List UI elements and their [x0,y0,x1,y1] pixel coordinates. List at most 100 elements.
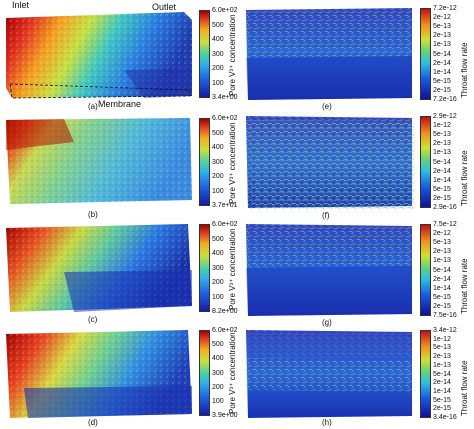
left-colorbar-3-tick-6: 3.9e+00 [212,412,238,419]
membrane-label: Membrane [98,99,142,109]
panel-label-g: (g) [322,318,332,327]
left-colorbar-3-tick-5: 100 [212,397,224,405]
right-colorbar-0-tick-5: 5e-14 [433,50,451,58]
concentration-plot-b [6,118,192,204]
right-colorbar-1-tick-5: 5e-14 [433,158,451,166]
right-colorbar-0-tick-2: 5e-13 [433,23,451,31]
right-colorbar-3-tick-9: 2e-15 [433,405,451,413]
left-colorbar-1-tick-0: 6.0e+02 [212,115,238,122]
right-colorbar-3-tick-3: 2e-13 [433,353,451,361]
left-colorbar-2-tick-5: 100 [212,293,224,301]
concentration-plot-c [6,224,192,312]
right-colorbar-3-tick-5: 5e-14 [433,370,451,378]
right-colorbar-1-tick-10: 2.9e-16 [433,204,457,211]
left-colorbar-0 [199,10,210,98]
flow-plot-g [246,224,412,316]
flow-plot-f [246,116,414,209]
left-colorbar-0-tick-0: 6.0e+02 [212,7,238,14]
left-colorbar-1-tick-2: 400 [212,144,224,151]
flow-plot-h [246,330,412,418]
left-colorbar-3-title: Pore V³⁺ concentration [228,332,237,414]
right-colorbar-1-tick-2: 5e-13 [433,131,451,139]
left-colorbar-1-tick-3: 300 [212,158,224,166]
right-colorbar-2-tick-8: 5e-15 [433,293,451,301]
left-colorbar-2-tick-1: 500 [212,235,224,243]
left-colorbar-0-tick-4: 200 [212,65,224,72]
concentration-plot-d [6,330,192,418]
right-colorbar-1-tick-1: 1e-12 [433,122,451,130]
right-colorbar-2-title: Throat flow rate [460,258,469,314]
panel-label-e: (e) [322,102,332,111]
left-colorbar-2-tick-2: 400 [212,250,224,257]
right-colorbar-1-tick-9: 2e-15 [433,194,451,202]
panel-label-f: (f) [322,211,330,220]
right-colorbar-3-tick-10: 3.4e-16 [433,414,457,421]
left-colorbar-0-tick-5: 100 [212,79,224,87]
right-colorbar-1 [420,116,431,208]
right-colorbar-1-tick-7: 1e-14 [433,176,451,184]
flow-plot-e [246,8,412,100]
right-colorbar-2-tick-4: 1e-13 [433,257,451,265]
right-colorbar-3-tick-0: 3.4e-12 [433,327,457,334]
left-colorbar-1-tick-5: 100 [212,187,224,195]
right-colorbar-2-tick-10: 7.5e-16 [433,312,457,319]
right-colorbar-2-tick-0: 7.5e-12 [433,221,457,228]
right-colorbar-3-tick-8: 5e-15 [433,396,451,404]
right-colorbar-3 [420,330,431,418]
right-colorbar-0-tick-0: 7.2e-12 [433,5,457,12]
panel-label-d: (d) [88,418,98,427]
right-colorbar-3-tick-6: 2e-14 [433,379,451,387]
right-colorbar-2-tick-1: 2e-12 [433,230,451,238]
left-colorbar-2-tick-0: 6.0e+02 [212,221,238,228]
left-colorbar-3-tick-0: 6.0e+02 [212,327,238,334]
outlet-label: Outlet [152,2,177,12]
right-colorbar-1-tick-3: 2e-13 [433,140,451,148]
right-colorbar-0-tick-8: 5e-15 [433,77,451,85]
inlet-label: Inlet [12,0,30,10]
left-colorbar-1-tick-4: 200 [212,173,224,180]
right-colorbar-3-tick-4: 1e-13 [433,361,451,369]
right-colorbar-2-tick-5: 5e-14 [433,266,451,274]
right-colorbar-2 [420,224,431,316]
right-colorbar-0 [420,8,431,100]
left-colorbar-2-tick-6: 8.2e+00 [212,308,238,315]
left-colorbar-3-tick-2: 400 [212,355,224,363]
panel-label-h: (h) [322,418,332,427]
right-colorbar-2-tick-9: 2e-15 [433,302,451,310]
left-colorbar-0-tick-3: 300 [212,50,224,58]
right-colorbar-3-tick-7: 1e-14 [433,387,451,395]
right-colorbar-1-tick-0: 2.9e-12 [433,113,457,120]
left-colorbar-2 [199,224,210,312]
left-colorbar-0-title: Pore V³⁺ concentration [228,14,237,96]
concentration-plot-a [6,12,192,99]
right-colorbar-1-tick-8: 5e-15 [433,185,451,193]
right-colorbar-1-tick-6: 2e-14 [433,167,451,175]
panel-label-a: (a) [88,102,98,111]
left-colorbar-0-tick-2: 400 [212,36,224,43]
left-colorbar-1-title: Pore V³⁺ concentration [228,122,237,204]
right-colorbar-2-tick-7: 1e-14 [433,284,451,292]
right-colorbar-0-tick-6: 2e-14 [433,59,451,67]
panel-label-c: (c) [88,315,98,324]
right-colorbar-0-title: Throat flow rate [460,42,469,98]
left-colorbar-3-tick-3: 300 [212,369,224,377]
right-colorbar-2-tick-6: 2e-14 [433,275,451,283]
right-colorbar-3-tick-1: 1e-12 [433,335,451,343]
right-colorbar-1-tick-4: 1e-13 [433,149,451,157]
right-colorbar-0-tick-1: 2e-12 [433,14,451,22]
right-colorbar-3-title: Throat flow rate [460,360,469,416]
left-colorbar-1-tick-1: 500 [212,129,224,137]
left-colorbar-3-tick-4: 200 [212,383,224,391]
left-colorbar-2-tick-3: 300 [212,264,224,272]
left-colorbar-0-tick-1: 500 [212,21,224,29]
left-colorbar-2-tick-4: 200 [212,279,224,286]
right-colorbar-0-tick-9: 2e-15 [433,86,451,94]
right-colorbar-0-tick-4: 1e-13 [433,41,451,49]
right-colorbar-0-tick-7: 1e-14 [433,68,451,76]
right-colorbar-2-tick-3: 2e-13 [433,248,451,256]
right-colorbar-0-tick-10: 7.2e-16 [433,96,457,103]
panel-label-b: (b) [88,210,98,219]
left-colorbar-2-title: Pore V³⁺ concentration [228,228,237,310]
right-colorbar-1-title: Throat flow rate [460,150,469,206]
right-colorbar-0-tick-3: 2e-13 [433,32,451,40]
